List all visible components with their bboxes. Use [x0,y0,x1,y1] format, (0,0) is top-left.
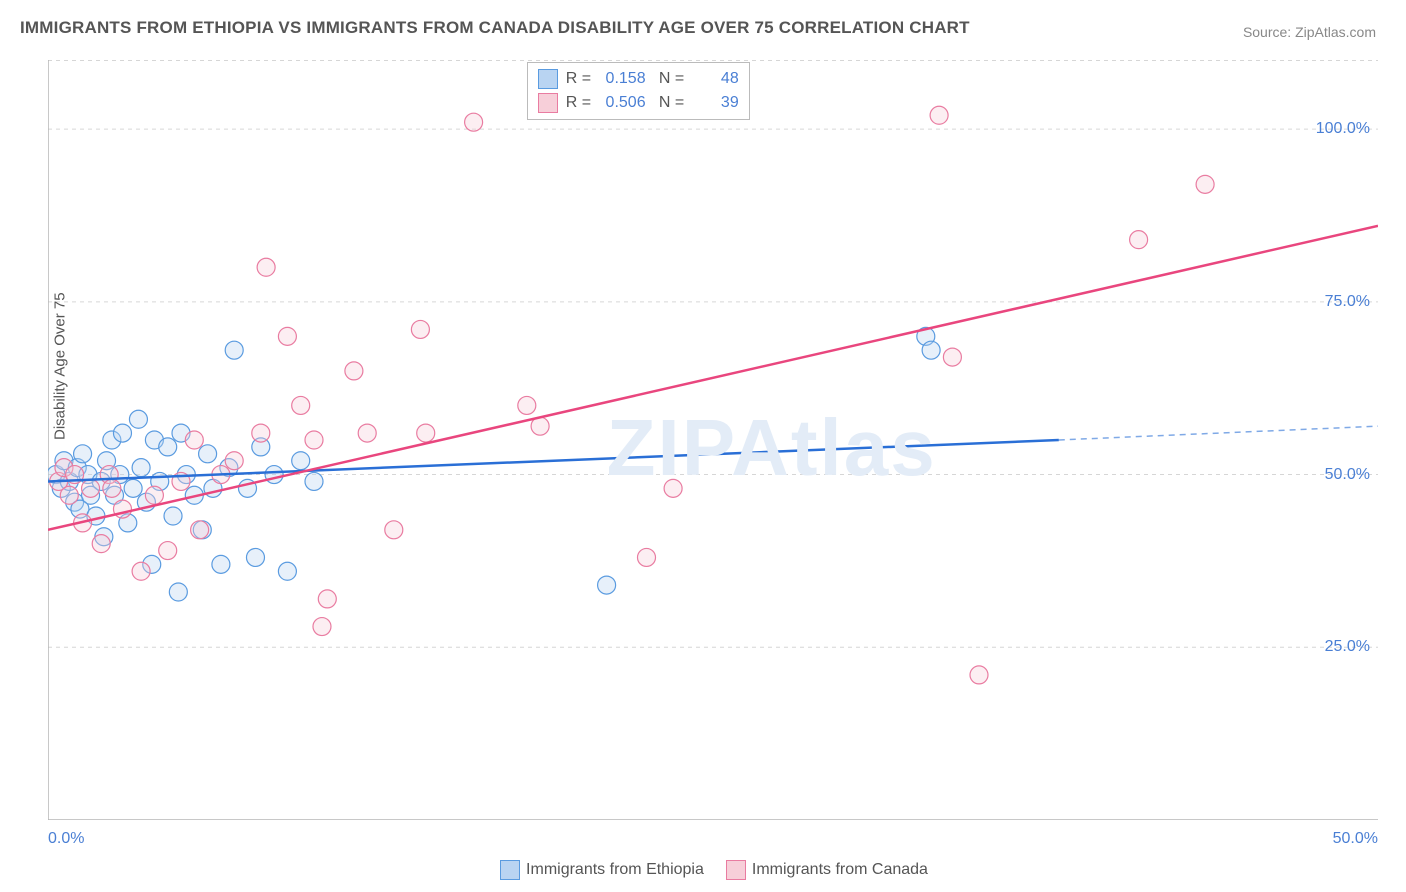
x-tick-label: 0.0% [48,830,84,848]
bottom-legend: Immigrants from Ethiopia Immigrants from … [0,860,1406,880]
legend-label: Immigrants from Ethiopia [526,861,704,878]
stats-row: R = 0.158 N = 48 [538,67,739,91]
n-value: 48 [689,67,739,91]
y-tick-label: 100.0% [1316,120,1370,138]
chart-svg [48,60,1378,820]
y-tick-label: 75.0% [1325,293,1370,311]
r-value: 0.158 [596,67,646,91]
stats-row: R = 0.506 N = 39 [538,91,739,115]
n-label: N = [646,94,689,111]
chart-plot-area: Disability Age Over 75 25.0% 50.0% 75.0% 10… [48,60,1378,820]
chart-title: IMMIGRANTS FROM ETHIOPIA VS IMMIGRANTS F… [20,18,970,38]
n-label: N = [646,70,689,87]
n-value: 39 [689,91,739,115]
correlation-stats-box: R = 0.158 N = 48R = 0.506 N = 39 [527,62,750,120]
y-tick-label: 25.0% [1325,638,1370,656]
r-label: R = [566,94,596,111]
legend-label: Immigrants from Canada [752,861,928,878]
r-label: R = [566,70,596,87]
y-axis-label: Disability Age Over 75 [52,292,69,440]
r-value: 0.506 [596,91,646,115]
series-swatch [538,93,558,113]
legend-swatch [726,860,746,880]
y-tick-label: 50.0% [1325,466,1370,484]
series-swatch [538,69,558,89]
legend-swatch [500,860,520,880]
x-tick-label: 50.0% [1333,830,1378,848]
source-label: Source: ZipAtlas.com [1243,24,1376,40]
